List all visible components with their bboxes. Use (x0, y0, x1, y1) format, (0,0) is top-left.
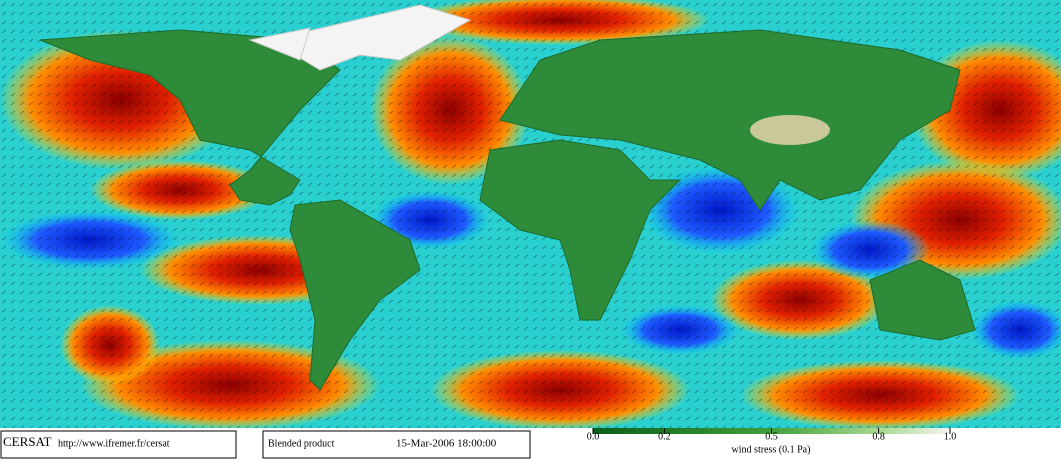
product-box (262, 430, 531, 459)
colorbar-tick-label: 0.8 (872, 431, 885, 442)
datetime: 15-Mar-2006 18:00:00 (396, 438, 497, 450)
logo: CERSAT (3, 434, 51, 449)
colorbar-tick-label: 0.2 (658, 431, 671, 442)
colorbar-tick-label: 0.5 (765, 431, 778, 442)
url: http://www.ifremer.fr/cersat (58, 438, 170, 449)
land (39, 4, 976, 391)
colorbar-tick-label: 0.0 (587, 431, 600, 442)
colorbar-label: wind stress (0.1 Pa) (732, 444, 811, 455)
colorbar-tick-label: 1.0 (944, 431, 957, 442)
plateau (750, 115, 830, 145)
logo-box (0, 430, 237, 459)
product: Blended product (268, 438, 335, 449)
